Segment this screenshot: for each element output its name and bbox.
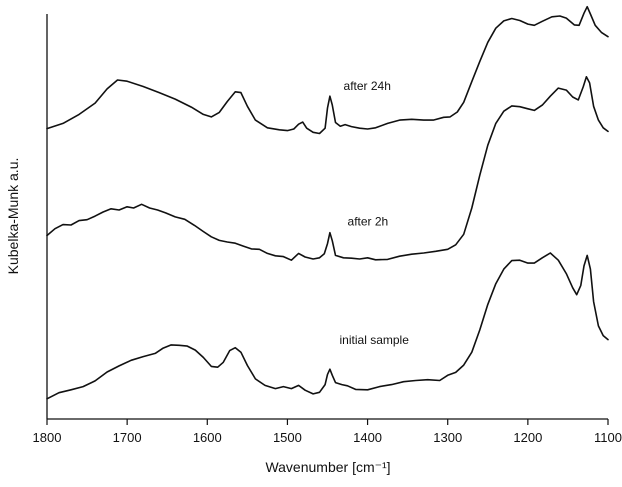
y-axis-label: Kubelka-Munk a.u. xyxy=(5,158,21,275)
axes xyxy=(46,14,608,420)
x-axis-label: Wavenumber [cm⁻¹] xyxy=(265,459,390,475)
x-axis-ticks: 1800 1700 1600 1500 1400 1300 1200 1100 xyxy=(33,419,622,445)
x-tick-label: 1100 xyxy=(594,430,622,445)
x-tick-label: 1800 xyxy=(33,430,62,445)
x-tick-label: 1500 xyxy=(273,430,302,445)
series-label-after-24h: after 24h xyxy=(344,79,391,93)
series-labels: after 24h after 2h initial sample xyxy=(340,79,410,347)
series-line-after-24h xyxy=(46,5,609,135)
plot-area xyxy=(46,5,609,400)
x-tick-label: 1700 xyxy=(113,430,142,445)
x-tick-label: 1600 xyxy=(193,430,222,445)
series-line-after-2h xyxy=(46,76,609,261)
x-tick-label: 1300 xyxy=(433,430,462,445)
series-line-initial-sample xyxy=(46,252,609,400)
series-label-after-2h: after 2h xyxy=(348,214,389,228)
x-tick-label: 1200 xyxy=(513,430,542,445)
x-tick-label: 1400 xyxy=(353,430,382,445)
series-label-initial-sample: initial sample xyxy=(340,333,410,347)
